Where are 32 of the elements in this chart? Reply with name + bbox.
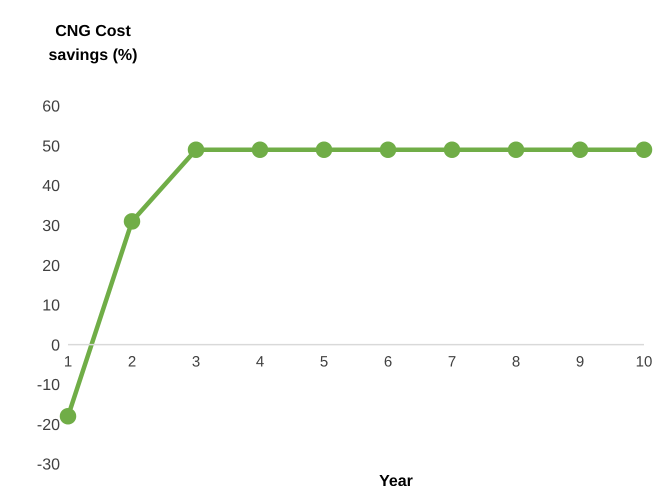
point bbox=[636, 142, 652, 158]
point bbox=[316, 142, 332, 158]
x-tick-label: 9 bbox=[576, 354, 584, 371]
point bbox=[60, 408, 76, 425]
point bbox=[380, 142, 396, 158]
y-tick-label: 10 bbox=[42, 298, 60, 315]
y-axis-title: CNG Cost savings (%) bbox=[48, 22, 138, 66]
y-tick-label: -30 bbox=[36, 456, 60, 474]
y-tick-label: 20 bbox=[42, 258, 60, 275]
x-tick-label: 5 bbox=[320, 354, 328, 371]
x-tick-label: 8 bbox=[512, 354, 520, 371]
y-tick-label: 60 bbox=[42, 98, 60, 116]
x-tick-label: 7 bbox=[448, 354, 456, 371]
point bbox=[444, 142, 460, 158]
point bbox=[124, 213, 140, 230]
x-tick-label: 3 bbox=[192, 354, 200, 371]
point bbox=[188, 142, 204, 158]
x-tick-label: 4 bbox=[256, 354, 264, 371]
y-tick-label: 30 bbox=[42, 218, 60, 236]
point bbox=[572, 142, 588, 158]
point bbox=[252, 142, 268, 158]
point bbox=[508, 142, 524, 158]
y-tick-label: 40 bbox=[42, 178, 60, 196]
y-tick-label: -20 bbox=[36, 416, 60, 434]
x-tick-label: 1 bbox=[64, 354, 72, 371]
x-tick-label: 6 bbox=[384, 354, 392, 371]
y-tick-label: 50 bbox=[42, 138, 60, 156]
x-tick-label: 10 bbox=[636, 354, 652, 371]
x-tick-label: 2 bbox=[128, 354, 136, 371]
y-tick-label: -10 bbox=[36, 377, 60, 394]
x-axis-title: Year bbox=[379, 473, 413, 490]
y-tick-label: 0 bbox=[51, 337, 60, 354]
